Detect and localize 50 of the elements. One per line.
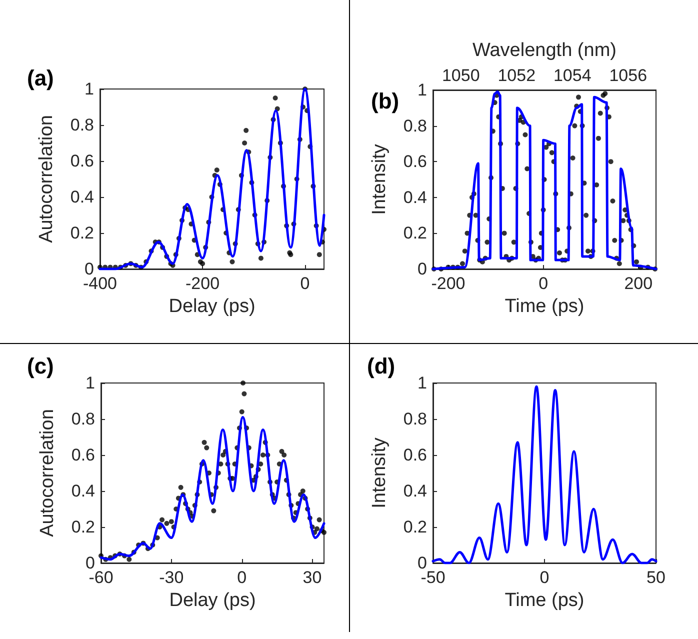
y-axis-title: Autocorrelation bbox=[36, 115, 57, 243]
y-tick-label: 1 bbox=[86, 374, 95, 392]
y-tick-label: 1 bbox=[84, 80, 94, 98]
y-tick-label: 0.4 bbox=[403, 482, 427, 500]
x-axis-title: Delay (ps) bbox=[169, 590, 256, 611]
chart-title: (a) bbox=[27, 66, 54, 90]
x-tick-label: -200 bbox=[431, 274, 466, 293]
y-axis-title: Intensity bbox=[369, 437, 390, 508]
x-axis-title: Time (ps) bbox=[504, 590, 584, 611]
y-tick-label: 0 bbox=[418, 260, 427, 278]
y-tick-label: 0.2 bbox=[70, 224, 94, 242]
y-tick-label: 0.6 bbox=[403, 446, 427, 464]
y-tick-label: 0.4 bbox=[403, 188, 427, 207]
x2-axis-title: Wavelength (nm) bbox=[472, 40, 616, 61]
x-tick-label: -30 bbox=[159, 568, 184, 587]
y-tick-label: 0.8 bbox=[70, 116, 94, 134]
y-tick-label: 0.4 bbox=[70, 188, 94, 206]
y-tick-label: 0.6 bbox=[71, 446, 95, 464]
x-tick-label: 200 bbox=[624, 274, 653, 293]
x-tick-label: -200 bbox=[186, 274, 220, 293]
y-tick-label: 1 bbox=[418, 374, 427, 392]
y-axis-title: Autocorrelation bbox=[37, 409, 58, 537]
y-tick-label: 0.2 bbox=[403, 224, 427, 243]
chart-title: (d) bbox=[367, 354, 396, 378]
x-tick-label: 0 bbox=[300, 274, 310, 293]
y-tick-label: 0.8 bbox=[403, 410, 427, 428]
x-tick-label: 0 bbox=[540, 568, 550, 587]
x-tick-label: 50 bbox=[646, 568, 666, 587]
y-tick-label: 0.8 bbox=[71, 410, 95, 428]
x-tick-label: 0 bbox=[237, 568, 247, 587]
y-tick-label: 0.6 bbox=[70, 152, 94, 170]
y-axis-title: Intensity bbox=[369, 144, 390, 215]
y-tick-label: 0.2 bbox=[71, 518, 95, 536]
chart-title: (b) bbox=[371, 88, 400, 114]
y-tick-label: 0.8 bbox=[403, 116, 427, 136]
line-series bbox=[100, 416, 326, 561]
x-tick-label: 30 bbox=[302, 568, 322, 587]
x2-tick-label: 1054 bbox=[553, 66, 592, 85]
x-tick-label: 0 bbox=[538, 274, 548, 293]
y-tick-label: 0.2 bbox=[403, 518, 427, 536]
y-tick-label: 1 bbox=[418, 80, 427, 100]
y-tick-label: 0.6 bbox=[403, 152, 427, 172]
x-axis-title: Delay (ps) bbox=[168, 296, 256, 317]
line-series bbox=[432, 385, 658, 564]
x-axis-title: Time (ps) bbox=[504, 296, 584, 317]
chart-title: (c) bbox=[27, 354, 54, 378]
x2-tick-label: 1056 bbox=[609, 66, 648, 85]
y-tick-label: 0.4 bbox=[71, 482, 95, 500]
x2-tick-label: 1050 bbox=[442, 66, 480, 85]
x2-tick-label: 1052 bbox=[498, 66, 536, 85]
